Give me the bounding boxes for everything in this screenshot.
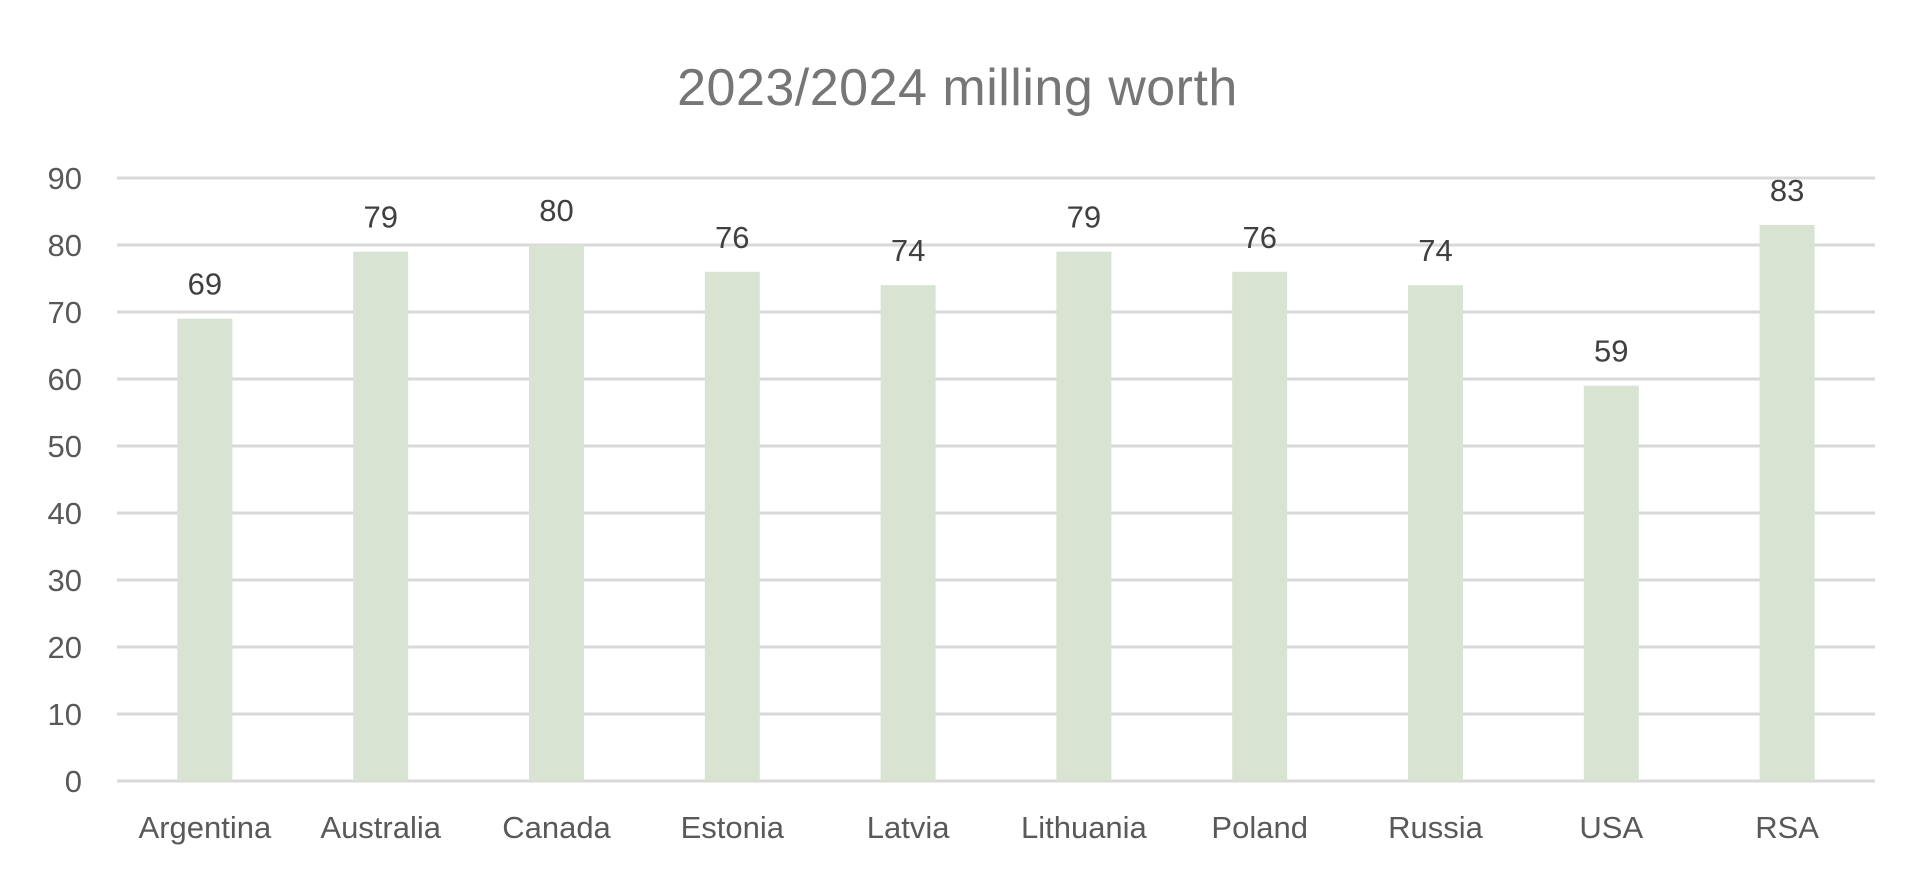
bars [177,224,1815,781]
y-tick-label: 20 [48,630,82,665]
bar-australia [353,251,409,781]
bar-lithuania [1056,251,1112,781]
data-label-latvia: 74 [891,233,925,268]
bar-canada [529,245,584,781]
data-label-usa: 59 [1594,334,1628,369]
x-category-label: Canada [502,810,611,845]
x-category-label: Poland [1211,810,1308,845]
bar-latvia [880,285,936,781]
y-tick-label: 50 [48,429,82,464]
data-label-canada: 80 [539,193,573,228]
chart-title: 2023/2024 milling worth [677,59,1238,117]
data-label-argentina: 69 [188,267,222,302]
y-tick-label: 70 [48,295,82,330]
x-category-label: Lithuania [1021,810,1148,845]
y-tick-label: 80 [48,228,82,263]
data-label-australia: 79 [363,200,397,235]
bar-russia [1408,285,1463,781]
bar-rsa [1759,224,1815,781]
x-category-label: Argentina [139,810,272,845]
x-category-label: Russia [1388,810,1484,845]
y-tick-label: 10 [48,697,82,732]
bar-argentina [177,318,233,781]
y-tick-label: 60 [48,362,82,397]
bar-estonia [704,271,760,781]
y-axis-ticks: 0 10 20 30 40 50 60 70 80 90 [48,161,82,799]
y-tick-label: 30 [48,563,82,598]
data-label-estonia: 76 [715,220,749,255]
y-tick-label: 40 [48,496,82,531]
data-label-rsa: 83 [1770,173,1804,208]
x-category-label: RSA [1755,810,1819,845]
gridlines [117,176,1875,783]
data-label-poland: 76 [1242,220,1276,255]
x-axis-categories: Argentina Australia Canada Estonia Latvia Lit… [139,810,1820,845]
data-label-lithuania: 79 [1067,200,1101,235]
data-labels: 69 79 80 76 74 79 76 74 59 83 [188,173,1805,369]
bar-poland [1232,271,1288,781]
data-label-russia: 74 [1418,233,1452,268]
x-category-label: Latvia [867,810,950,845]
y-tick-label: 0 [65,764,82,799]
y-tick-label: 90 [48,161,82,196]
x-category-label: Australia [320,810,441,845]
x-category-label: USA [1579,810,1643,845]
bar-usa [1583,385,1639,781]
x-category-label: Estonia [681,810,785,845]
